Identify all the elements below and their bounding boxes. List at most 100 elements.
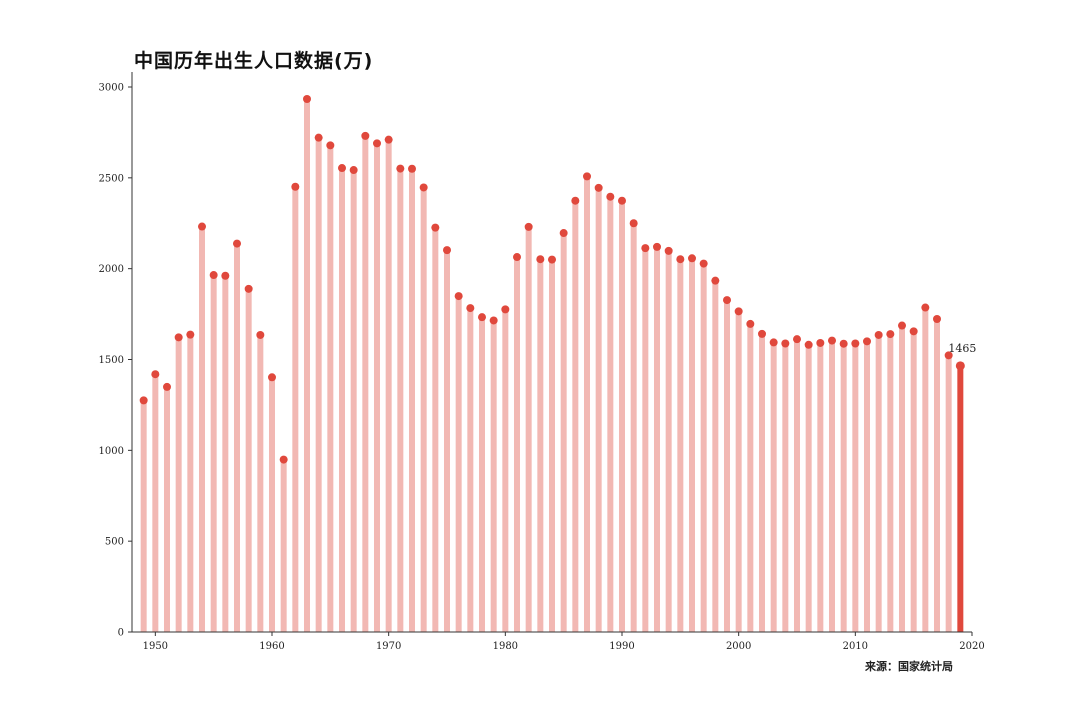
bar-2018 bbox=[945, 355, 952, 632]
point-1955 bbox=[209, 271, 218, 280]
bar-1957 bbox=[234, 243, 240, 632]
bar-1984 bbox=[549, 259, 555, 632]
points-layer bbox=[139, 94, 965, 464]
point-1966 bbox=[338, 164, 346, 173]
bar-1993 bbox=[654, 246, 660, 632]
bar-1976 bbox=[455, 296, 462, 632]
bar-2016 bbox=[922, 307, 929, 632]
bar-1967 bbox=[350, 170, 357, 632]
bar-2009 bbox=[840, 343, 847, 632]
bar-2002 bbox=[759, 333, 765, 632]
point-1975 bbox=[443, 246, 451, 255]
bar-2004 bbox=[782, 343, 789, 632]
bar-1965 bbox=[327, 145, 334, 632]
point-2018 bbox=[944, 351, 953, 360]
point-2009 bbox=[839, 339, 848, 348]
point-1979 bbox=[489, 316, 498, 325]
point-1995 bbox=[676, 255, 685, 264]
bar-1985 bbox=[560, 233, 567, 632]
x-tick-label-2000: 2000 bbox=[726, 641, 751, 652]
bar-1953 bbox=[187, 334, 194, 632]
y-tick-label-2500: 2500 bbox=[99, 173, 124, 184]
point-1959 bbox=[256, 330, 265, 339]
point-1963 bbox=[303, 94, 311, 103]
point-2019 bbox=[955, 361, 965, 371]
bar-1988 bbox=[595, 187, 602, 632]
bar-1987 bbox=[584, 176, 590, 632]
bar-2001 bbox=[747, 323, 754, 632]
source-note: 来源：国家统计局 bbox=[865, 660, 953, 673]
point-1976 bbox=[454, 292, 463, 301]
point-1985 bbox=[559, 229, 568, 238]
y-tick-label-500: 500 bbox=[105, 537, 124, 548]
bar-1989 bbox=[607, 196, 614, 632]
bar-1949 bbox=[140, 400, 147, 632]
x-tick-label-1980: 1980 bbox=[493, 641, 518, 652]
bar-1966 bbox=[339, 168, 345, 633]
x-tick-label-1950: 1950 bbox=[143, 641, 168, 652]
point-1962 bbox=[291, 182, 300, 191]
point-1953 bbox=[186, 330, 195, 339]
bar-1990 bbox=[619, 200, 625, 632]
point-2007 bbox=[816, 338, 825, 347]
bar-1999 bbox=[724, 300, 730, 632]
bar-2014 bbox=[899, 325, 905, 632]
bar-2010 bbox=[852, 343, 859, 632]
bar-1997 bbox=[700, 263, 707, 632]
point-1954 bbox=[198, 222, 206, 231]
y-tick-label-2000: 2000 bbox=[99, 264, 124, 275]
bar-2003 bbox=[770, 342, 777, 632]
bar-2011 bbox=[864, 341, 870, 632]
point-1950 bbox=[151, 370, 160, 379]
bar-1954 bbox=[199, 226, 205, 632]
bar-1963 bbox=[304, 98, 310, 633]
point-2010 bbox=[851, 339, 860, 348]
point-1992 bbox=[641, 244, 650, 253]
bar-2006 bbox=[805, 344, 812, 632]
point-2017 bbox=[933, 314, 941, 323]
bar-1973 bbox=[420, 187, 427, 632]
point-1991 bbox=[629, 219, 638, 228]
point-1951 bbox=[163, 382, 171, 391]
point-1969 bbox=[373, 139, 381, 148]
point-1973 bbox=[419, 183, 428, 192]
point-1961 bbox=[279, 455, 288, 464]
bar-1996 bbox=[689, 258, 695, 632]
point-1957 bbox=[233, 239, 241, 248]
point-1967 bbox=[349, 166, 358, 175]
x-tick-label-1970: 1970 bbox=[376, 641, 401, 652]
bar-1956 bbox=[222, 275, 229, 632]
bar-1962 bbox=[292, 186, 299, 633]
y-tick-label-0: 0 bbox=[118, 628, 124, 639]
x-tick-label-1960: 1960 bbox=[259, 641, 284, 652]
bar-1998 bbox=[712, 280, 719, 632]
bar-2013 bbox=[887, 334, 894, 632]
bar-1994 bbox=[665, 250, 672, 632]
bar-1961 bbox=[280, 459, 287, 632]
point-1971 bbox=[396, 164, 405, 173]
point-1952 bbox=[174, 333, 183, 342]
bar-1968 bbox=[362, 135, 369, 632]
bar-1971 bbox=[397, 168, 404, 632]
point-1997 bbox=[699, 259, 708, 268]
bar-1972 bbox=[409, 168, 415, 632]
point-1986 bbox=[571, 196, 580, 205]
bar-2000 bbox=[735, 311, 742, 632]
point-1988 bbox=[594, 183, 603, 192]
point-1949 bbox=[139, 396, 148, 405]
point-1984 bbox=[548, 255, 556, 264]
bar-1977 bbox=[467, 308, 474, 632]
point-1956 bbox=[221, 271, 230, 280]
bar-1983 bbox=[537, 259, 544, 632]
point-1968 bbox=[361, 131, 370, 140]
point-1965 bbox=[326, 141, 335, 150]
bar-1982 bbox=[525, 226, 532, 632]
point-1978 bbox=[478, 313, 486, 322]
point-1972 bbox=[408, 164, 416, 173]
point-1989 bbox=[606, 192, 615, 201]
point-1990 bbox=[618, 196, 626, 205]
bar-1969 bbox=[374, 143, 380, 633]
point-1980 bbox=[501, 305, 510, 314]
bars-layer bbox=[140, 98, 964, 633]
